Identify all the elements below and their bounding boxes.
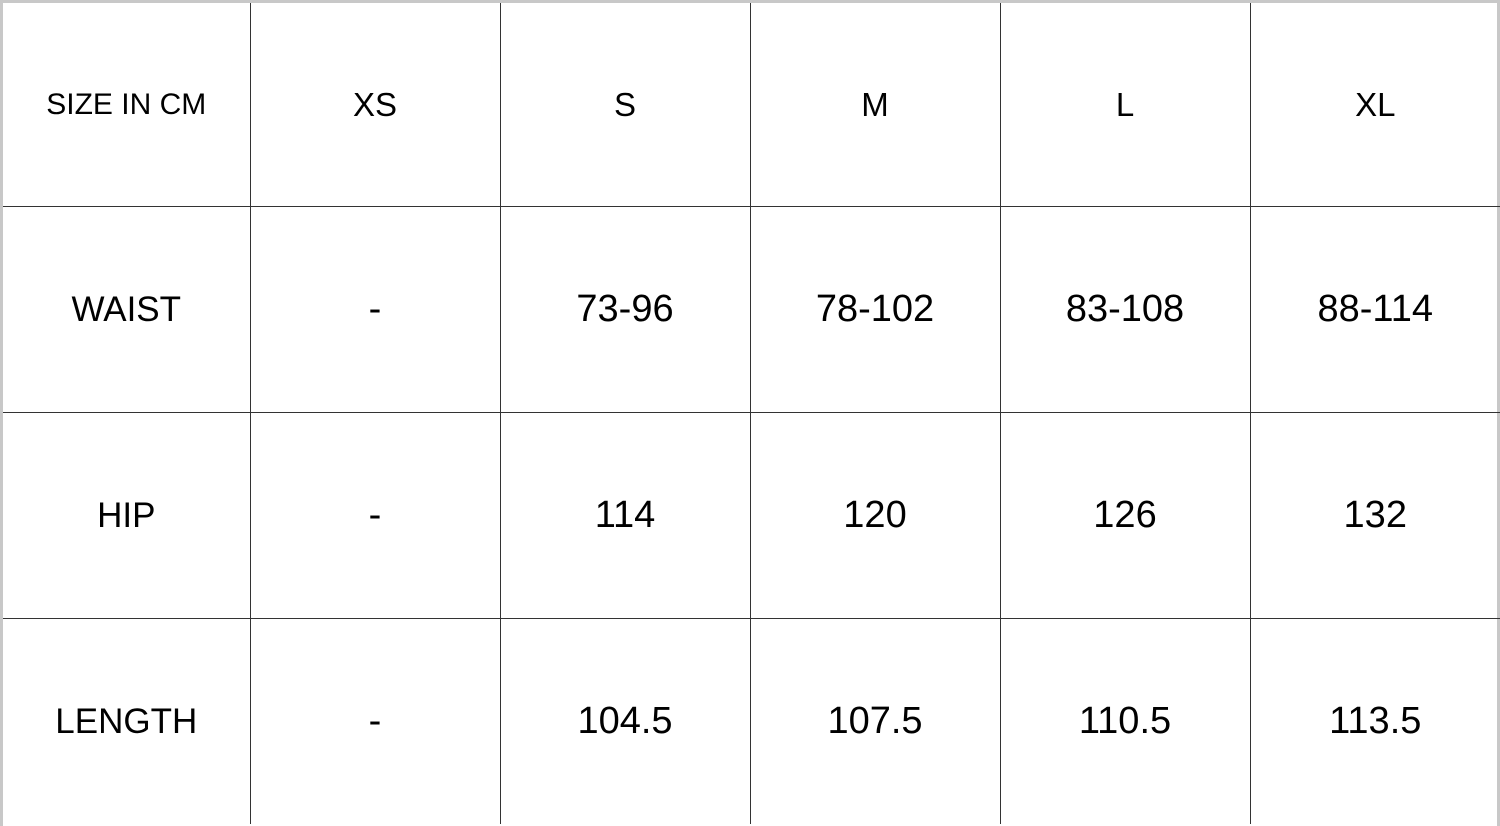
row-label: LENGTH (3, 618, 251, 824)
table-cell: 88-114 (1249, 206, 1500, 413)
table-cell: 107.5 (749, 618, 1001, 824)
table-cell: - (249, 412, 501, 619)
table-cell: - (249, 206, 501, 413)
table-cell: 73-96 (499, 206, 751, 413)
table-cell: 110.5 (999, 618, 1251, 824)
table-cell: - (249, 618, 501, 824)
size-chart-table: SIZE IN CM XS S M L XL WAIST - 73-96 78-… (3, 3, 1500, 824)
header-size-in-cm: SIZE IN CM (3, 3, 251, 207)
table-cell: 132 (1249, 412, 1500, 619)
table-cell: 114 (499, 412, 751, 619)
table-cell: 126 (999, 412, 1251, 619)
header-xl: XL (1249, 3, 1500, 207)
table-row-waist: WAIST - 73-96 78-102 83-108 88-114 (3, 206, 1500, 413)
header-m: M (749, 3, 1001, 207)
header-row: SIZE IN CM XS S M L XL (3, 3, 1500, 207)
table-cell: 113.5 (1249, 618, 1500, 824)
table-cell: 120 (749, 412, 1001, 619)
table-row-length: LENGTH - 104.5 107.5 110.5 113.5 (3, 618, 1500, 824)
table-cell: 104.5 (499, 618, 751, 824)
table-cell: 83-108 (999, 206, 1251, 413)
row-label: HIP (3, 412, 251, 619)
header-s: S (499, 3, 751, 207)
table-row-hip: HIP - 114 120 126 132 (3, 412, 1500, 619)
table-cell: 78-102 (749, 206, 1001, 413)
row-label: WAIST (3, 206, 251, 413)
header-l: L (999, 3, 1251, 207)
header-xs: XS (249, 3, 501, 207)
